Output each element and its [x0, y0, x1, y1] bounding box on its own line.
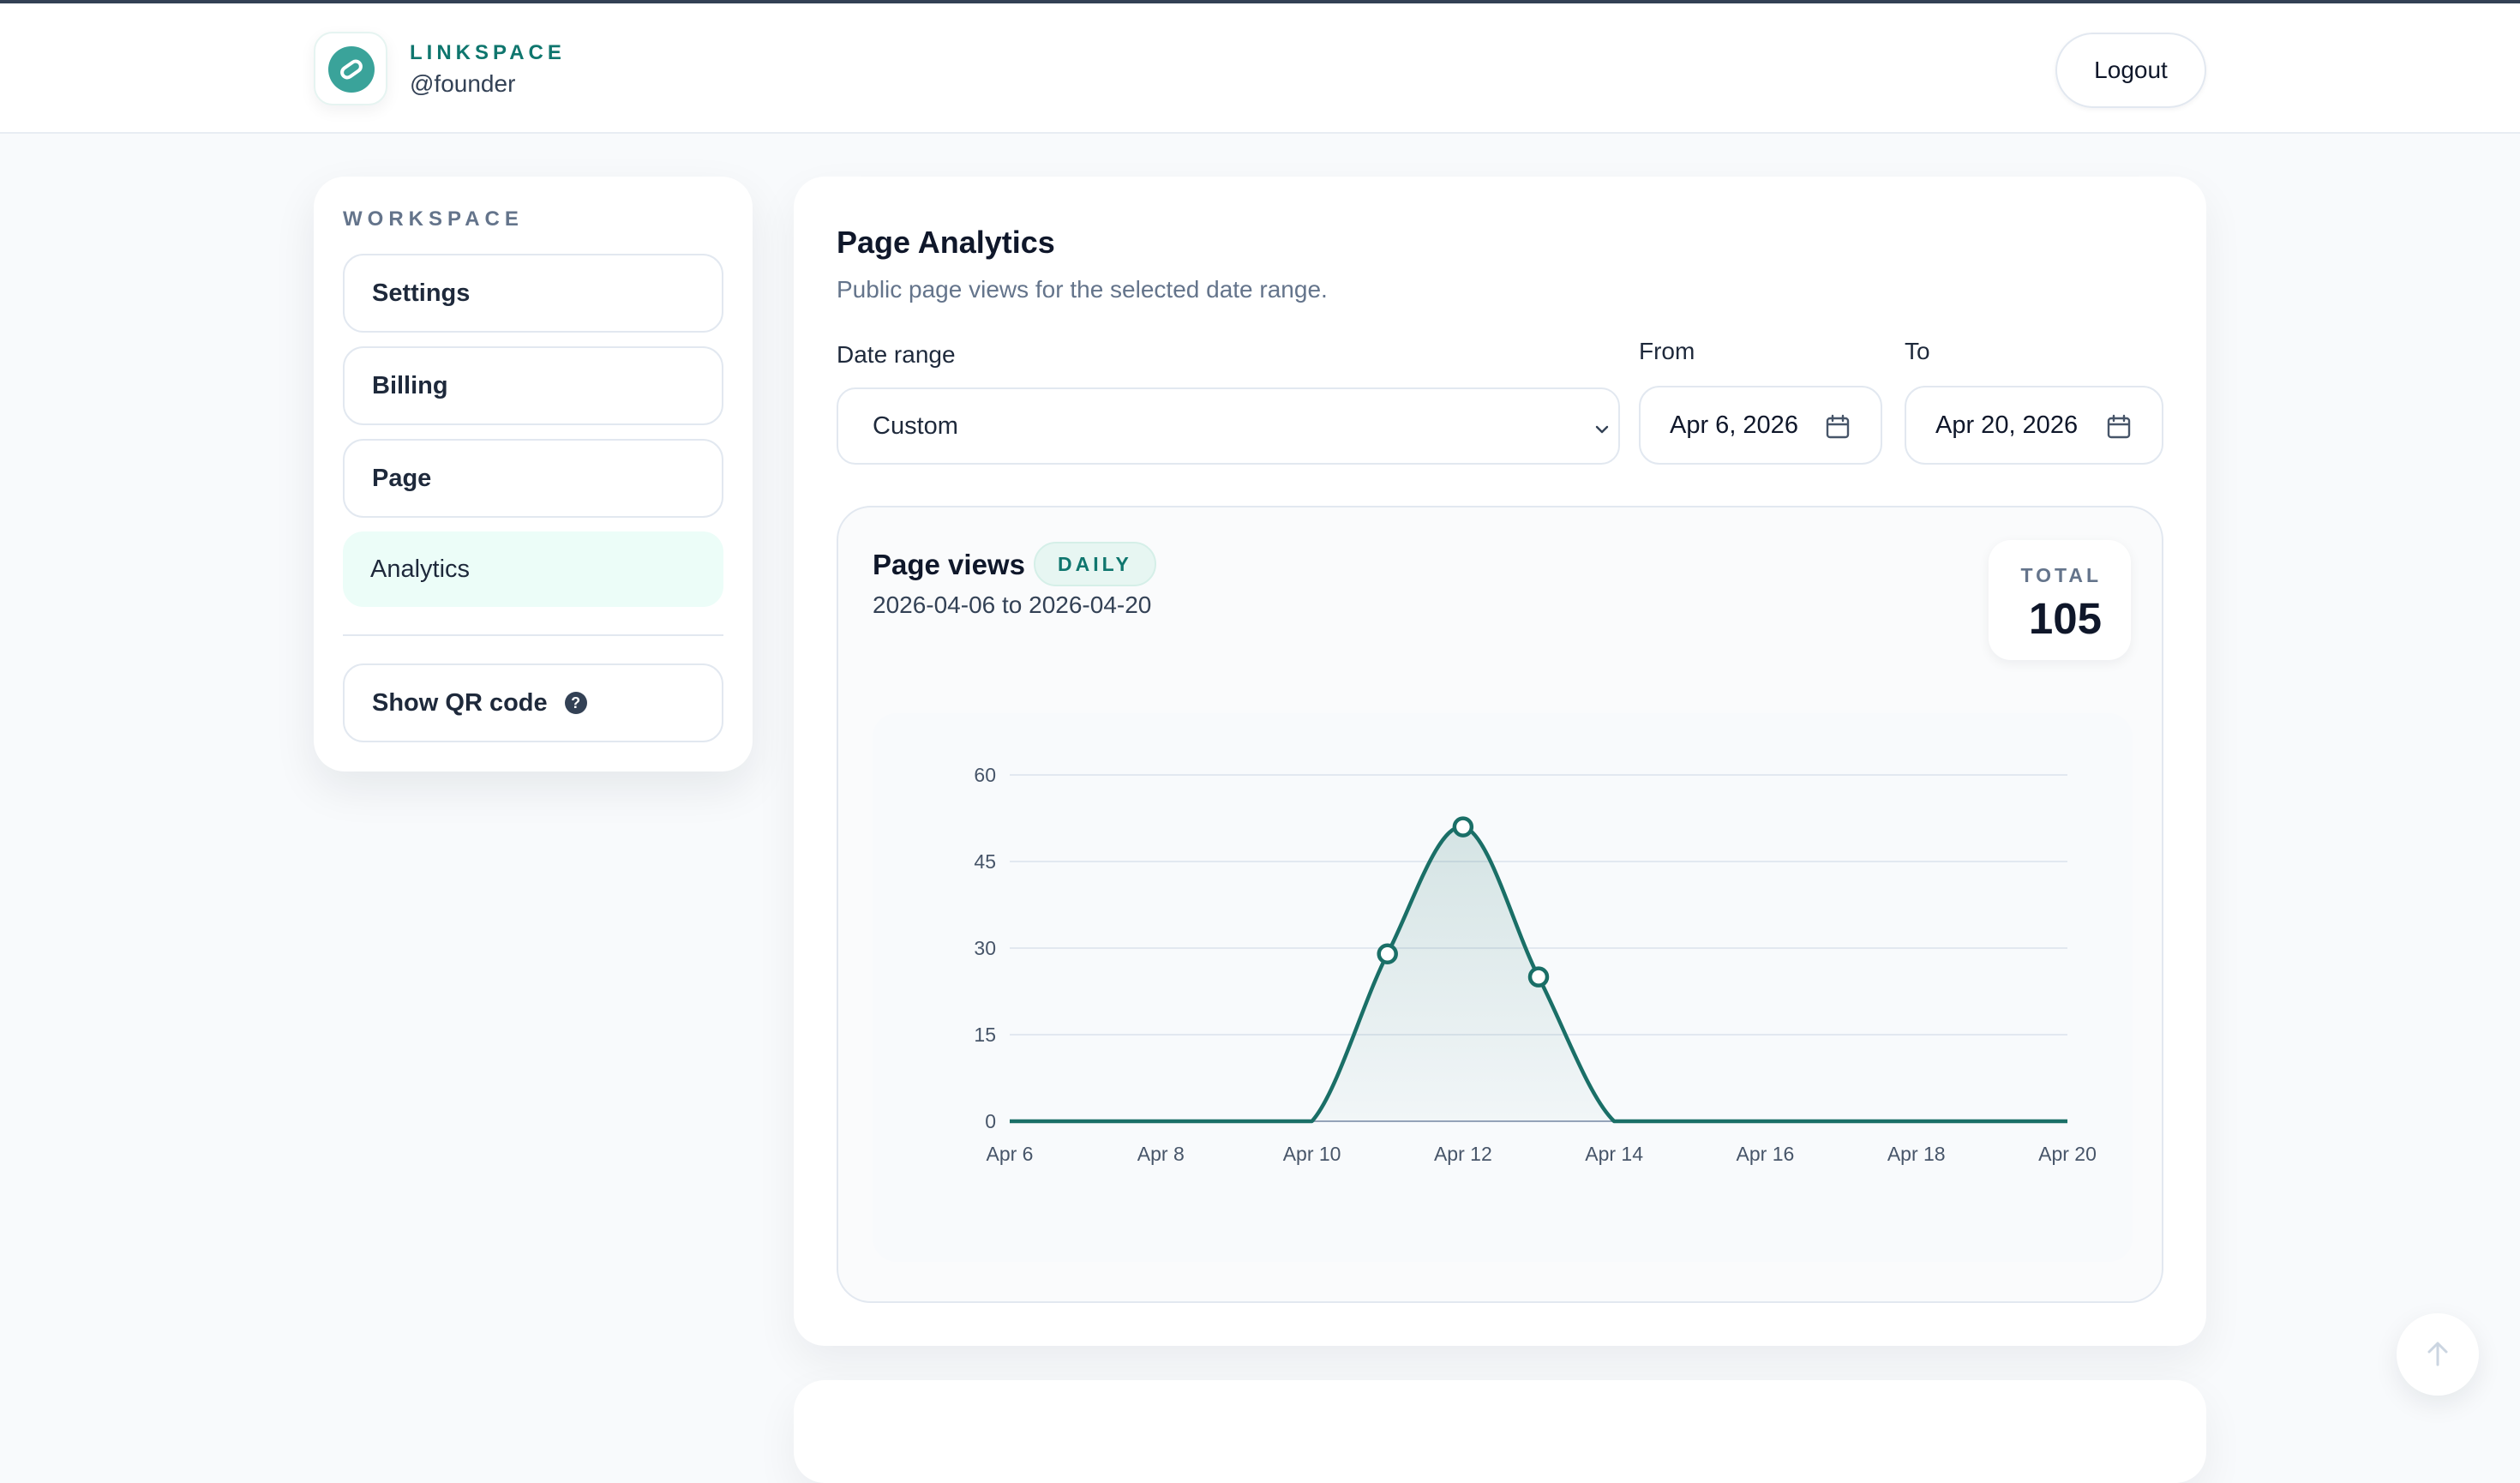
sidebar-item-label: Settings: [372, 279, 471, 307]
app-header: LINKSPACE @founder Logout: [0, 3, 2520, 134]
series-line: [1009, 825, 2067, 1124]
sidebar-item-label: Billing: [372, 371, 448, 399]
chevron-down-icon: [1593, 417, 1611, 446]
to-date-input[interactable]: Apr 20, 2026: [1905, 386, 2163, 465]
x-tick-label: Apr 10: [1283, 1143, 1341, 1165]
sidebar-item-page[interactable]: Page: [343, 439, 723, 518]
from-date-input[interactable]: Apr 6, 2026: [1639, 386, 1882, 465]
sidebar-item-billing[interactable]: Billing: [343, 346, 723, 425]
from-label: From: [1639, 338, 1695, 364]
date-range-select[interactable]: Custom: [837, 387, 1620, 465]
sidebar-item-label: Page: [372, 464, 432, 492]
total-value: 105: [2028, 594, 2102, 643]
x-tick-label: Apr 16: [1737, 1143, 1795, 1165]
page-subtitle: Public page views for the selected date …: [837, 276, 1328, 303]
arrow-up-icon: [2427, 1342, 2448, 1366]
granularity-badge: DAILY: [1034, 542, 1156, 586]
workspace-sidebar: WORKSPACE Settings Billing Page Analytic…: [314, 177, 753, 772]
data-point: [1527, 966, 1550, 988]
chart-title: Page views: [873, 549, 1025, 580]
page-title: Page Analytics: [837, 225, 1055, 260]
y-tick-label: 45: [974, 850, 996, 873]
sidebar-item-label: Analytics: [370, 555, 471, 583]
sidebar-heading: WORKSPACE: [343, 207, 524, 231]
total-views-box: TOTAL 105: [1989, 540, 2131, 660]
to-label: To: [1905, 338, 1930, 364]
chart-date-range: 2026-04-06 to 2026-04-20: [873, 591, 1152, 618]
y-tick-label: 0: [985, 1110, 996, 1132]
y-tick-label: 60: [974, 764, 996, 786]
calendar-icon[interactable]: [2105, 413, 2133, 447]
page-views-card: Page views DAILY 2026-04-06 to 2026-04-2…: [837, 506, 2163, 1303]
sidebar-item-settings[interactable]: Settings: [343, 254, 723, 333]
from-date-value: Apr 6, 2026: [1670, 411, 1798, 439]
user-handle: @founder: [410, 70, 516, 97]
to-date-value: Apr 20, 2026: [1935, 411, 2079, 439]
series-area: [1010, 826, 2067, 1121]
x-tick-label: Apr 6: [987, 1143, 1034, 1165]
secondary-card: [794, 1380, 2206, 1483]
y-tick-label: 15: [974, 1024, 996, 1046]
chart-plot-area: 0 15 30 45 60 Apr 6 Apr 8 Apr 10 Apr 12 Apr 14 Apr…: [873, 713, 2133, 1262]
show-qr-code-label: Show QR code: [372, 688, 548, 717]
data-point: [1377, 943, 1398, 964]
x-tick-label: Apr 8: [1137, 1143, 1185, 1165]
x-tick-label: Apr 20: [2038, 1143, 2097, 1165]
date-range-value: Custom: [873, 411, 958, 440]
x-tick-label: Apr 14: [1585, 1143, 1643, 1165]
sidebar-divider: [343, 634, 723, 636]
y-tick-label: 30: [974, 937, 996, 959]
total-label: TOTAL: [2020, 564, 2102, 586]
sidebar-item-analytics[interactable]: Analytics: [343, 531, 723, 607]
data-point: [1452, 816, 1474, 838]
link-badge-icon: [328, 46, 375, 93]
scroll-to-top-button[interactable]: [2397, 1313, 2479, 1396]
page-analytics-card: Page Analytics Public page views for the…: [794, 177, 2206, 1346]
brand-name: LINKSPACE: [410, 41, 566, 64]
window-top-border: [0, 0, 2520, 3]
brand-logo[interactable]: [314, 32, 387, 105]
calendar-icon[interactable]: [1824, 413, 1851, 447]
date-range-label: Date range: [837, 341, 956, 368]
page-views-chart: 0 15 30 45 60 Apr 6 Apr 8 Apr 10 Apr 12 Apr 14 Apr…: [974, 764, 2097, 1165]
show-qr-code-button[interactable]: Show QR code ?: [343, 663, 723, 742]
logout-button[interactable]: Logout: [2055, 33, 2206, 108]
x-tick-label: Apr 18: [1887, 1143, 1946, 1165]
help-circle-icon[interactable]: ?: [564, 692, 587, 714]
x-tick-label: Apr 12: [1434, 1143, 1492, 1165]
